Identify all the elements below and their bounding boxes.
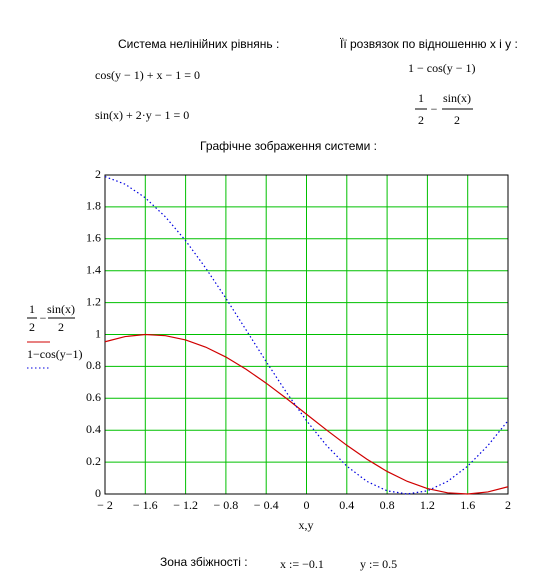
y-tick-label: 0.4 xyxy=(86,422,101,436)
y-guess: y := 0.5 xyxy=(360,557,397,571)
x-tick-label: 0.4 xyxy=(339,498,354,512)
y-tick-label: 1.2 xyxy=(86,294,101,308)
x-tick-label: 2 xyxy=(505,498,511,512)
solution: 1 − cos(y − 1) xyxy=(408,61,476,75)
solution-title: Її розвязок по відношенню x і y : xyxy=(340,37,518,51)
legend-label: 1−cos(y−1) xyxy=(27,347,83,361)
series-line xyxy=(104,333,509,495)
denominator: 2 xyxy=(418,113,424,127)
x-tick-label: − 0.4 xyxy=(254,498,279,512)
y-tick-label: 0.6 xyxy=(86,390,101,404)
x-tick-label: − 1.2 xyxy=(173,498,198,512)
y-tick-label: 0.2 xyxy=(86,454,101,468)
numerator: sin(x) xyxy=(443,91,471,105)
x-tick-label: − 1.6 xyxy=(133,498,158,512)
x-guess: x := −0.1 xyxy=(280,557,324,571)
legend-operator: − xyxy=(40,311,47,325)
x-tick-label: − 0.8 xyxy=(214,498,239,512)
y-tick-label: 2 xyxy=(95,167,101,181)
equation: cos(y − 1) + x − 1 = 0 xyxy=(95,68,200,82)
x-tick-label: 1.2 xyxy=(420,498,435,512)
legend-denominator: 2 xyxy=(58,320,64,334)
plot-frame xyxy=(104,174,509,495)
y-tick-label: 0.8 xyxy=(86,358,101,372)
legend: 1 2 − sin(x) 2 1−cos(y−1) xyxy=(27,302,83,369)
x-tick-label: 1.6 xyxy=(460,498,475,512)
x-tick-label: − 2 xyxy=(97,498,113,512)
equation: sin(x) + 2·y − 1 = 0 xyxy=(95,108,189,122)
x-tick-label: 0 xyxy=(304,498,310,512)
system-title: Система нелінійних рівнянь : xyxy=(118,37,279,51)
x-axis-label: x,y xyxy=(299,518,314,532)
y-tick-label: 1 xyxy=(95,326,101,340)
legend-numerator: sin(x) xyxy=(47,302,75,316)
x-tick-label: 0.8 xyxy=(380,498,395,512)
y-tick-label: 1.4 xyxy=(86,262,101,276)
denominator: 2 xyxy=(454,113,460,127)
footer-label: Зона збіжності : xyxy=(160,555,248,569)
legend-denominator: 2 xyxy=(29,320,35,334)
legend-numerator: 1 xyxy=(29,302,35,316)
y-tick-label: 1.6 xyxy=(86,231,101,245)
y-tick-label: 1.8 xyxy=(86,199,101,213)
numerator: 1 xyxy=(418,91,424,105)
operator: − xyxy=(431,102,438,116)
y-tick-label: 0 xyxy=(95,486,101,500)
graph-title: Графічне зображення системи : xyxy=(200,139,377,153)
solution-fraction: 1 2 − sin(x) 2 xyxy=(415,91,473,127)
